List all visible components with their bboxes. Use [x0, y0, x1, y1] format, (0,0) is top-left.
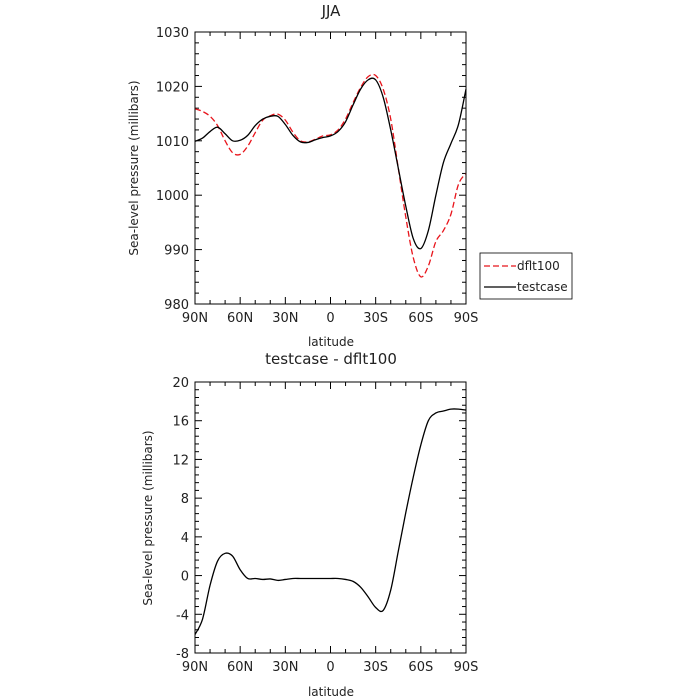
bottom-y-tick-label: 8 [181, 492, 189, 507]
bottom-plot-frame [194, 381, 467, 654]
legend-label-testcase: testcase [517, 280, 568, 294]
top-panel: JJA 90N 60N 30N 0 30S 60S 90S 980 990 1000 1010 102… [127, 2, 573, 349]
top-series-line-testcase [194, 77, 467, 250]
top-y-tick-label: 1020 [156, 80, 189, 95]
bottom-y-tick-label: 0 [181, 570, 189, 585]
top-y-tick-label: 980 [164, 298, 189, 313]
top-y-tick-label: 990 [164, 244, 189, 259]
bottom-x-tick-label: 30N [272, 660, 298, 675]
bottom-x-axis-label: latitude [308, 685, 354, 699]
bottom-panel: testcase - dflt100 90N 60N 30N 0 30S 60S 90S -8… [141, 350, 478, 699]
top-x-tick-label: 90N [182, 311, 208, 326]
top-x-tick-label: 90S [454, 311, 479, 326]
top-x-tick-label: 30N [272, 311, 298, 326]
bottom-y-tick-label: 20 [172, 376, 189, 391]
legend: dflt100 testcase [479, 252, 573, 300]
bottom-y-tick-label: -4 [176, 608, 189, 623]
legend-box [479, 252, 573, 300]
bottom-x-tick-label: 90N [182, 660, 208, 675]
top-x-axis-label: latitude [308, 335, 354, 349]
bottom-y-tick-label: 4 [181, 531, 189, 546]
bottom-x-tick-label: 60S [408, 660, 433, 675]
bottom-x-tick-label: 60N [227, 660, 253, 675]
top-y-tick-label: 1000 [156, 189, 189, 204]
top-x-tick-label: 60N [227, 311, 253, 326]
top-y-tick-label: 1030 [156, 26, 189, 41]
top-series [194, 73, 467, 278]
bottom-y-tick-label: 12 [172, 453, 189, 468]
bottom-chart-title: testcase - dflt100 [265, 350, 397, 368]
bottom-y-tick-label: 16 [172, 415, 189, 430]
bottom-ticks: 90N 60N 30N 0 30S 60S 90S -8 -4 0 4 8 12 16 20 [172, 376, 478, 675]
top-chart-title: JJA [321, 2, 342, 20]
top-plot-frame [194, 31, 467, 305]
top-y-tick-label: 1010 [156, 135, 189, 150]
top-x-tick-label: 0 [326, 311, 334, 326]
bottom-x-tick-label: 90S [454, 660, 479, 675]
bottom-series-line-0 [194, 408, 467, 635]
top-ticks: 90N 60N 30N 0 30S 60S 90S 980 990 1000 1010 1020 103… [156, 26, 478, 326]
bottom-y-axis-label: Sea-level pressure (millibars) [141, 430, 155, 605]
top-y-axis-label: Sea-level pressure (millibars) [127, 80, 141, 255]
legend-label-dflt100: dflt100 [517, 259, 560, 273]
bottom-x-tick-label: 30S [363, 660, 388, 675]
bottom-x-tick-label: 0 [326, 660, 334, 675]
bottom-y-tick-label: -8 [176, 647, 189, 662]
top-x-tick-label: 60S [408, 311, 433, 326]
bottom-series [194, 408, 467, 635]
top-series-line-dflt100 [194, 73, 467, 278]
top-x-tick-label: 30S [363, 311, 388, 326]
